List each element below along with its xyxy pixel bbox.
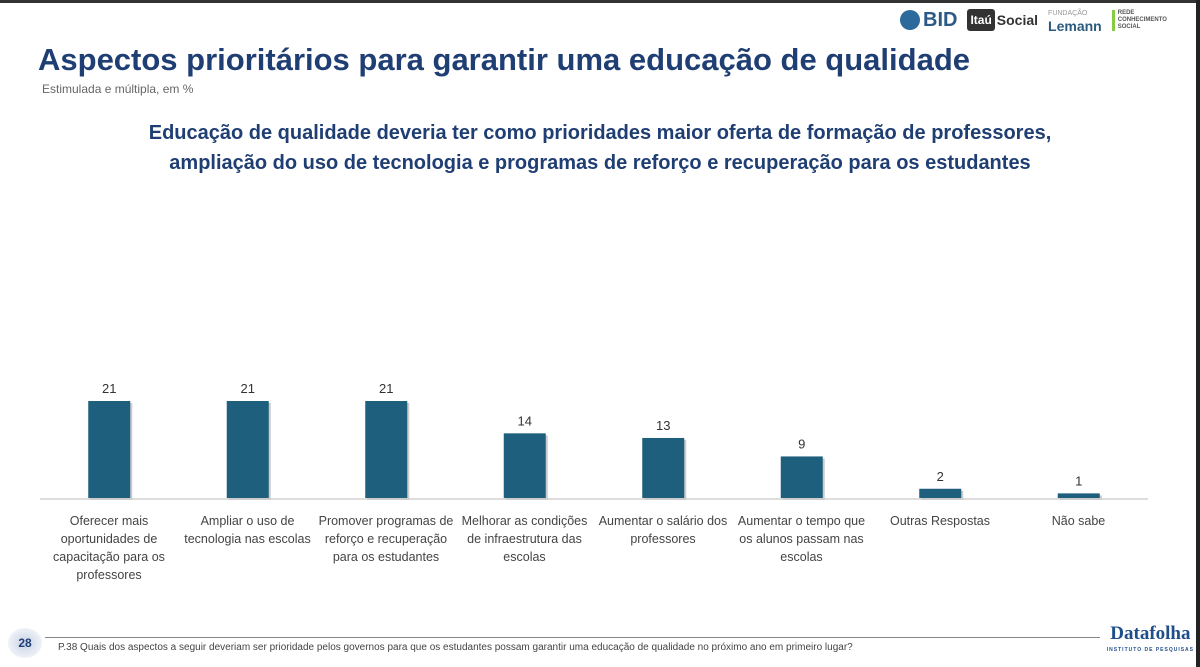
data-label: 14: [518, 413, 532, 428]
datafolha-logo: Datafolha INSTITUTO DE PESQUISAS: [1106, 623, 1194, 658]
data-label: 9: [798, 436, 805, 451]
question-text: P.38 Quais dos aspectos a seguir deveria…: [58, 642, 853, 653]
bar: [1057, 493, 1100, 498]
category-label: Não sabe: [1051, 514, 1106, 528]
globe-icon: [900, 10, 920, 30]
bar: [642, 437, 685, 498]
bar: [88, 401, 131, 498]
rede-logo: REDE CONHECIMENTO SOCIAL: [1111, 9, 1168, 31]
bar: [226, 401, 269, 498]
partner-logos: BID Itaú Social FUNDAÇÃO Lemann REDE CONHE…: [900, 8, 1168, 34]
page-subtitle: Estimulada e múltipla, em %: [42, 82, 194, 96]
data-label: 13: [656, 418, 670, 433]
lemann-logo: FUNDAÇÃO Lemann: [1048, 8, 1102, 34]
bar: [919, 488, 962, 498]
data-label: 21: [379, 381, 393, 396]
lemann-text: Lemann: [1048, 18, 1102, 34]
lemann-small: FUNDAÇÃO: [1048, 10, 1088, 17]
category-label: Aumentar o tempo que os alunos passam na…: [737, 514, 866, 564]
headline-line2: ampliação do uso de tecnologia e program…: [169, 152, 1031, 174]
bar: [780, 456, 823, 498]
datafolha-text: Datafolha: [1110, 623, 1191, 644]
top-border: [0, 0, 1200, 3]
itau-text: Itaú: [967, 9, 995, 31]
itau-social-logo: Itaú Social: [967, 9, 1038, 31]
bar: [365, 401, 408, 498]
data-label: 21: [241, 381, 255, 396]
category-label: Outras Respostas: [889, 514, 991, 528]
data-label: 2: [937, 469, 944, 484]
data-label: 1: [1075, 473, 1082, 488]
datafolha-sub: INSTITUTO DE PESQUISAS: [1106, 647, 1194, 653]
page-number: 28: [8, 628, 42, 658]
category-label: Promover programas de reforço e recupera…: [318, 514, 454, 564]
bid-text: BID: [923, 8, 958, 31]
category-label: Aumentar o salário dos professores: [598, 514, 728, 546]
data-label: 21: [102, 381, 116, 396]
category-label: Ampliar o uso de tecnologia nas escolas: [184, 514, 311, 546]
category-label: Melhorar as condições de infraestrutura …: [461, 514, 588, 564]
page-title: Aspectos prioritários para garantir uma …: [38, 42, 970, 77]
bid-logo: BID: [900, 9, 957, 32]
headline: Educação de qualidade deveria ter como p…: [0, 118, 1200, 178]
right-border: [1196, 0, 1200, 667]
social-text: Social: [996, 12, 1039, 28]
headline-line1: Educação de qualidade deveria ter como p…: [148, 122, 1052, 144]
bar: [503, 433, 546, 498]
category-label: Oferecer mais oportunidades de capacitaç…: [53, 514, 165, 582]
footer-divider: [45, 637, 1100, 638]
